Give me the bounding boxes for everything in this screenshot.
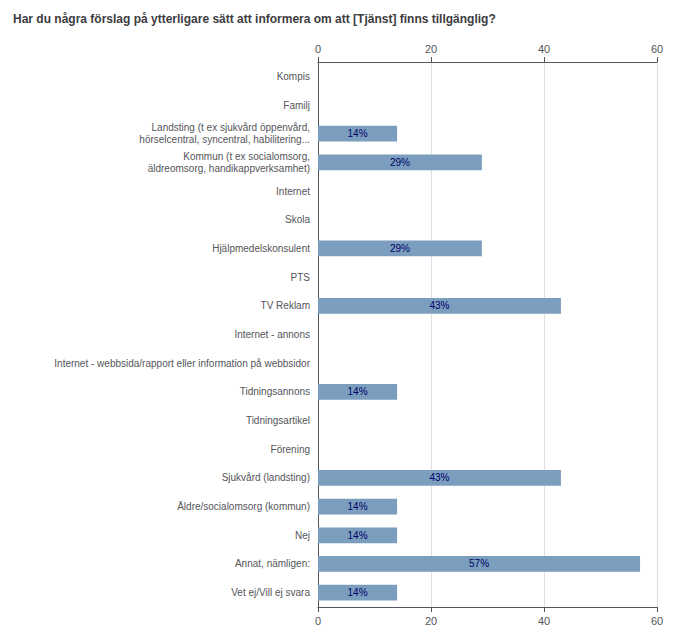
svg-text:43%: 43% bbox=[429, 300, 449, 311]
svg-text:57%: 57% bbox=[469, 558, 489, 569]
svg-text:PTS: PTS bbox=[291, 272, 311, 283]
svg-text:29%: 29% bbox=[390, 243, 410, 254]
svg-text:Kommun (t ex socialomsorg,: Kommun (t ex socialomsorg, bbox=[183, 151, 310, 162]
svg-text:60: 60 bbox=[651, 615, 663, 627]
svg-text:Nej: Nej bbox=[295, 530, 310, 541]
svg-text:29%: 29% bbox=[390, 157, 410, 168]
svg-text:Har du några förslag på ytterl: Har du några förslag på ytterligare sätt… bbox=[13, 12, 496, 26]
svg-text:14%: 14% bbox=[348, 128, 368, 139]
svg-text:14%: 14% bbox=[348, 587, 368, 598]
svg-text:Internet - annons: Internet - annons bbox=[234, 329, 310, 340]
svg-text:Annat, nämligen:: Annat, nämligen: bbox=[235, 558, 310, 569]
svg-text:Tidningsannons: Tidningsannons bbox=[240, 386, 310, 397]
svg-text:Äldre/socialomsorg (kommun): Äldre/socialomsorg (kommun) bbox=[177, 501, 310, 512]
svg-text:43%: 43% bbox=[429, 472, 449, 483]
svg-text:20: 20 bbox=[425, 615, 437, 627]
svg-text:Familj: Familj bbox=[283, 100, 310, 111]
svg-text:0: 0 bbox=[315, 43, 321, 55]
svg-text:60: 60 bbox=[651, 43, 663, 55]
svg-text:TV Reklam: TV Reklam bbox=[261, 300, 310, 311]
svg-text:Tidningsartikel: Tidningsartikel bbox=[246, 415, 310, 426]
svg-text:äldreomsorg, handikappverksamh: äldreomsorg, handikappverksamhet) bbox=[148, 163, 310, 174]
svg-text:Skola: Skola bbox=[285, 214, 310, 225]
svg-text:Internet: Internet bbox=[276, 186, 310, 197]
svg-text:Kompis: Kompis bbox=[277, 71, 310, 82]
svg-text:0: 0 bbox=[315, 615, 321, 627]
svg-text:20: 20 bbox=[425, 43, 437, 55]
svg-text:Hjälpmedelskonsulent: Hjälpmedelskonsulent bbox=[212, 243, 310, 254]
svg-text:Internet - webbsida/rapport el: Internet - webbsida/rapport eller inform… bbox=[54, 358, 310, 369]
svg-text:14%: 14% bbox=[348, 386, 368, 397]
svg-text:Vet ej/Vill ej svara: Vet ej/Vill ej svara bbox=[231, 587, 310, 598]
svg-text:14%: 14% bbox=[348, 530, 368, 541]
svg-text:40: 40 bbox=[538, 43, 550, 55]
svg-text:40: 40 bbox=[538, 615, 550, 627]
svg-text:hörselcentral, syncentral, hab: hörselcentral, syncentral, habilitering.… bbox=[139, 134, 310, 145]
svg-text:Sjukvård (landsting): Sjukvård (landsting) bbox=[222, 472, 310, 483]
svg-text:14%: 14% bbox=[348, 501, 368, 512]
svg-text:Förening: Förening bbox=[271, 444, 310, 455]
svg-text:Landsting (t ex sjukvård öppen: Landsting (t ex sjukvård öppenvård, bbox=[152, 122, 310, 133]
